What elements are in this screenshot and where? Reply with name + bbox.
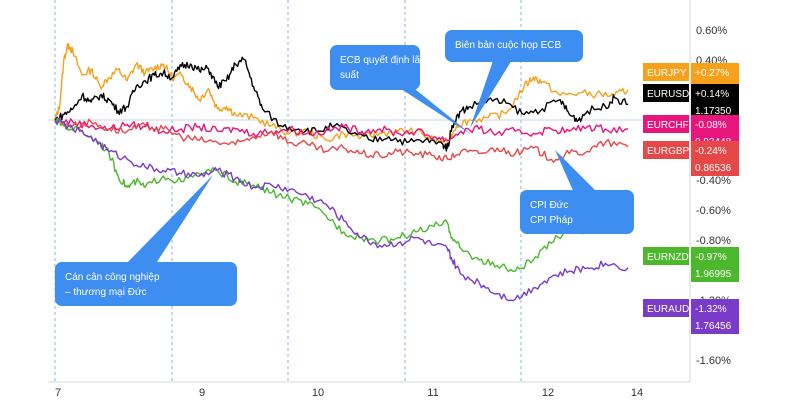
tag-change-box [691, 115, 739, 133]
series-line-eurchf [54, 118, 629, 143]
tag-change: -0.24% [695, 146, 727, 157]
tag-name-box [643, 115, 689, 133]
x-tick-label: 9 [199, 387, 205, 399]
y-tick-label: -0.60% [696, 205, 731, 217]
tag-name: EURAUD [647, 304, 689, 315]
y-tick-label: 0.60% [696, 25, 727, 37]
tag-price: 0.86536 [695, 163, 732, 174]
tag-change-box [691, 84, 739, 102]
tag-name: EURGBP [647, 146, 690, 157]
tag-change: +0.14% [695, 89, 729, 100]
tag-change: +0.27% [695, 68, 729, 79]
y-tick-label: -0.80% [696, 235, 731, 247]
tag-price: 1.17350 [695, 106, 732, 117]
tag-change-box [691, 299, 739, 317]
annotation-german-trade: Cán cân công nghiệp – thương mại Đức [55, 262, 237, 306]
tag-name: EURCHF [647, 120, 689, 131]
tag-price: 1.96995 [695, 269, 732, 280]
series-tags: EURJPY+0.27%172.20800EURUSD+0.14%1.17350… [643, 63, 743, 334]
tag-name: EURUSD [647, 89, 689, 100]
x-axis: 7 9 10 11 12 14 [55, 387, 643, 399]
grid-lines [48, 0, 691, 383]
tag-change-box [691, 63, 739, 81]
tag-price-box [691, 317, 739, 334]
y-tick-label: -0.40% [696, 175, 731, 187]
tag-name-box [643, 141, 689, 159]
tag-change: -0.97% [695, 252, 727, 263]
series-line-eurgbp [54, 118, 629, 163]
tag-change-box [691, 247, 739, 265]
tag-name: EURJPY [647, 68, 687, 79]
tag-eurnzd: EURNZD -0.97% 1.96995 [643, 247, 739, 282]
tag-price-box [691, 102, 739, 119]
tag-euraud: EURAUD -1.32% 1.76456 [643, 299, 739, 334]
series-line-eurusd [54, 56, 629, 152]
tag-name-box [643, 63, 689, 81]
x-tick-label: 14 [631, 387, 643, 399]
tag-name: EURNZD [647, 252, 689, 263]
tag-change: -0.08% [695, 120, 727, 131]
x-tick-label: 11 [427, 387, 438, 399]
tag-name-box [643, 247, 689, 265]
tag-change: -1.32% [695, 304, 727, 315]
series-line-euraud [54, 117, 629, 302]
annotation-ecb-minutes: Biên bản cuộc họp ECB [445, 30, 583, 62]
tag-price-box [691, 265, 739, 282]
x-tick-label: 7 [55, 387, 61, 399]
y-tick-label: -1.60% [696, 355, 731, 367]
tag-name-box [643, 299, 689, 317]
tag-eurusd: EURUSD +0.14% 1.17350 [643, 84, 739, 119]
tag-name-box [643, 84, 689, 102]
tag-eurgbp: EURGBP -0.24% 0.86536 [643, 141, 739, 176]
tag-price: 1.76456 [695, 321, 732, 332]
x-tick-label: 12 [542, 387, 554, 399]
x-tick-label: 10 [312, 387, 324, 399]
annotation-ecb-decision: ECB quyết định lãi suất [330, 45, 422, 90]
tag-price-box [691, 159, 739, 176]
annotation-cpi: CPI Đức CPI Pháp [520, 190, 634, 234]
tag-change-box [691, 141, 739, 159]
